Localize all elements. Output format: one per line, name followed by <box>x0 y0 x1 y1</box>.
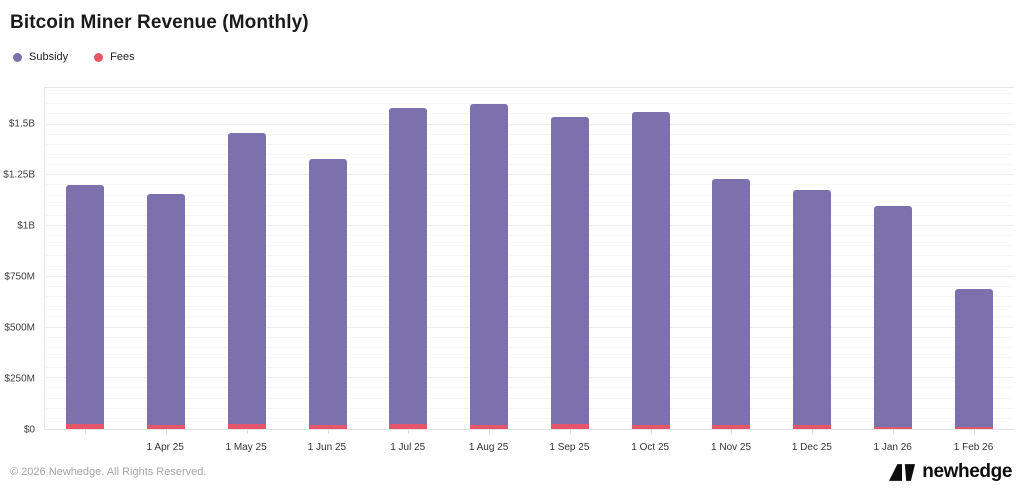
x-tick <box>327 429 329 434</box>
x-tick <box>166 429 168 434</box>
bar-fees-segment[interactable] <box>550 424 589 429</box>
y-tick-label: $500M <box>4 322 35 334</box>
x-tick-label: 1 Jan 26 <box>873 442 912 453</box>
bar-stack[interactable] <box>227 88 266 429</box>
bar-column <box>691 88 772 434</box>
legend-label: Subsidy <box>29 51 69 63</box>
legend-item-subsidy[interactable]: Subsidy <box>13 51 68 63</box>
x-tick-label <box>44 436 125 453</box>
bar-subsidy-segment[interactable] <box>470 104 509 425</box>
x-tick <box>973 429 975 434</box>
bar-column <box>853 88 934 434</box>
bar-column <box>449 88 530 434</box>
y-tick-label: $1.5B <box>8 118 35 130</box>
bar-fees-segment[interactable] <box>631 424 670 429</box>
bar-fees-segment[interactable] <box>470 424 509 429</box>
y-tick-label: $750M <box>4 271 35 283</box>
bar-fees-segment[interactable] <box>712 425 751 429</box>
bar-stack[interactable] <box>631 88 670 429</box>
bar-stack[interactable] <box>308 88 347 429</box>
legend-item-fees[interactable]: Fees <box>94 51 135 63</box>
bar-subsidy-segment[interactable] <box>954 288 993 428</box>
x-tick-label: 1 Feb 26 <box>953 442 994 453</box>
brand-name: newhedge <box>922 461 1012 482</box>
y-tick-label: $1.25B <box>3 169 35 181</box>
x-tick-label: 1 Dec 25 <box>791 442 832 453</box>
bar-fees-segment[interactable] <box>147 424 186 429</box>
bar-subsidy-segment[interactable] <box>227 132 266 424</box>
bar-subsidy-segment[interactable] <box>631 112 670 425</box>
footer: © 2026 Newhedge. All Rights Reserved. ne… <box>10 457 1012 487</box>
x-tick <box>650 429 652 434</box>
bar-column <box>772 88 853 434</box>
bar-fees-segment[interactable] <box>873 426 912 429</box>
bar-fees-segment[interactable] <box>389 423 428 429</box>
x-tick <box>731 429 733 434</box>
bar-fees-segment[interactable] <box>954 427 993 429</box>
x-tick-label: 1 Jun 25 <box>307 442 347 453</box>
bar-subsidy-segment[interactable] <box>66 185 105 425</box>
bar-column <box>610 88 691 434</box>
x-tick <box>408 429 410 434</box>
x-tick <box>569 429 571 434</box>
bar-stack[interactable] <box>147 88 186 429</box>
page-title: Bitcoin Miner Revenue (Monthly) <box>10 12 309 33</box>
x-tick-label: 1 Oct 25 <box>631 442 670 453</box>
x-tick-label: 1 Jul 25 <box>390 442 426 453</box>
bar-subsidy-segment[interactable] <box>873 205 912 427</box>
bar-column <box>207 88 288 434</box>
fees-dot-icon <box>94 52 104 62</box>
bar-column <box>287 88 368 434</box>
bar-subsidy-segment[interactable] <box>308 159 347 425</box>
bar-stack[interactable] <box>470 88 509 429</box>
bar-stack[interactable] <box>550 88 589 429</box>
bar-column <box>530 88 611 434</box>
bar-subsidy-segment[interactable] <box>389 108 428 424</box>
x-tick <box>812 429 814 434</box>
newhedge-logo-icon <box>889 463 916 481</box>
bar-stack[interactable] <box>954 88 993 429</box>
bar-stack[interactable] <box>873 88 912 429</box>
x-tick-label: 1 May 25 <box>225 442 267 453</box>
bar-column <box>45 88 126 434</box>
legend-label: Fees <box>110 51 135 63</box>
x-tick-label: 1 Nov 25 <box>711 442 752 453</box>
bar-subsidy-segment[interactable] <box>550 117 589 425</box>
bar-fees-segment[interactable] <box>66 424 105 429</box>
bar-fees-segment[interactable] <box>308 424 347 429</box>
x-tick <box>246 429 248 434</box>
x-tick-label: 1 Aug 25 <box>468 442 509 453</box>
bar-fees-segment[interactable] <box>793 425 832 429</box>
plot-area <box>44 87 1014 434</box>
y-tick-label: $1B <box>17 220 35 232</box>
subsidy-dot-icon <box>13 52 22 62</box>
bar-stack[interactable] <box>712 88 751 429</box>
copyright-text: © 2026 Newhedge. All Rights Reserved. <box>10 466 207 478</box>
x-tick <box>489 429 491 434</box>
bar-column <box>126 88 207 434</box>
bar-subsidy-segment[interactable] <box>712 179 751 426</box>
x-tick <box>892 429 894 434</box>
bar-stack[interactable] <box>793 88 832 429</box>
y-tick-label: $0 <box>23 424 35 436</box>
bar-column <box>933 88 1014 434</box>
x-tick-label: 1 Apr 25 <box>146 442 184 453</box>
bar-subsidy-segment[interactable] <box>147 193 186 425</box>
y-axis: $0 $250M $500M $750M $1B $1.25B $1.5B <box>0 87 40 435</box>
x-tick <box>85 429 87 434</box>
x-tick-label: 1 Sep 25 <box>549 442 590 453</box>
bar-stack[interactable] <box>66 88 105 429</box>
chart-legend: Subsidy Fees <box>13 51 135 63</box>
bar-column <box>368 88 449 434</box>
bar-stack[interactable] <box>389 88 428 429</box>
brand: newhedge <box>889 461 1012 483</box>
bar-fees-segment[interactable] <box>227 423 266 429</box>
bar-subsidy-segment[interactable] <box>793 189 832 426</box>
y-tick-label: $250M <box>4 373 35 385</box>
x-axis: 1 Apr 25 1 May 25 1 Jun 25 1 Jul 25 1 Aug 25… <box>44 436 1014 453</box>
